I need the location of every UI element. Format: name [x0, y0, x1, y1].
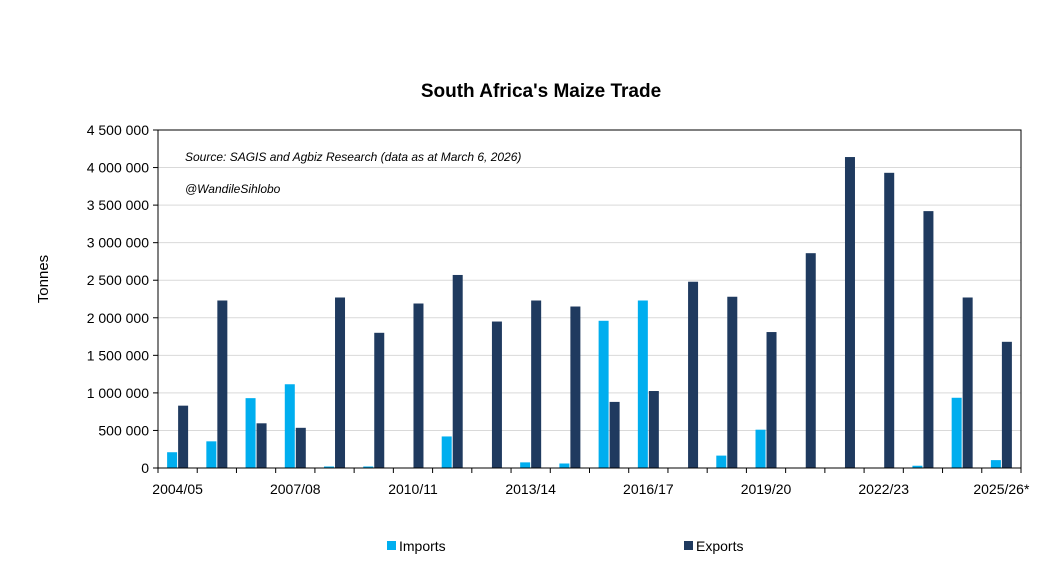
- bar-imports-201415: [559, 463, 570, 468]
- x-tick-label: 2019/20: [741, 481, 792, 497]
- bar-imports-200405: [167, 452, 178, 468]
- bar-exports-200607: [256, 423, 267, 468]
- y-tick-label: 0: [141, 460, 149, 476]
- bar-imports-200910: [363, 466, 374, 468]
- y-tick-label: 1 500 000: [87, 347, 149, 363]
- bar-exports-202324: [923, 211, 934, 468]
- bar-imports-201920: [755, 429, 766, 468]
- bar-exports-201112: [452, 274, 463, 468]
- x-axis-ticks: 2004/05 2007/08 2010/11 2013/14 2016/17 2019/…: [152, 468, 1030, 497]
- bar-imports-201314: [520, 462, 531, 468]
- y-tick-label: 2 500 000: [87, 272, 149, 288]
- x-tick-label: 2004/05: [152, 481, 203, 497]
- bar-imports-201617: [637, 300, 648, 468]
- bars-group: [167, 157, 1012, 469]
- y-tick-label: 4 500 000: [87, 122, 149, 138]
- bar-imports-200506: [206, 441, 217, 468]
- gridlines: [158, 167, 1021, 431]
- bar-imports-200809: [324, 466, 335, 468]
- bar-imports-201516: [598, 320, 609, 468]
- bar-imports-202425: [951, 397, 962, 468]
- bar-exports-201415: [570, 306, 581, 468]
- x-tick-label: 2025/26*: [973, 481, 1030, 497]
- bar-imports-201112: [441, 436, 452, 468]
- bar-exports-202122: [844, 157, 855, 469]
- y-tick-label: 500 000: [98, 422, 149, 438]
- bar-imports-202324: [912, 465, 923, 468]
- bar-exports-200405: [178, 405, 189, 468]
- legend-label-imports: Imports: [399, 538, 446, 554]
- y-tick-label: 3 000 000: [87, 235, 149, 251]
- bar-exports-201011: [413, 303, 424, 468]
- x-tick-label: 2010/11: [388, 481, 438, 497]
- bar-exports-201819: [727, 296, 738, 468]
- legend: Imports Exports: [387, 538, 743, 554]
- y-tick-label: 2 000 000: [87, 310, 149, 326]
- bar-exports-201718: [688, 281, 699, 468]
- source-annotation: Source: SAGIS and Agbiz Research (data a…: [185, 150, 521, 164]
- y-axis-ticks: 0 500 000 1 000 000 1 500 000 2 000 000 2 500…: [87, 122, 158, 476]
- bar-exports-200708: [295, 427, 306, 468]
- bar-exports-201516: [609, 401, 620, 468]
- x-tick-label: 2016/17: [623, 481, 674, 497]
- legend-swatch-imports: [387, 541, 396, 550]
- x-tick-label: 2007/08: [270, 481, 321, 497]
- bar-exports-202021: [805, 253, 816, 468]
- bar-exports-200809: [335, 297, 346, 468]
- bar-imports-200607: [245, 398, 256, 468]
- bar-exports-202223: [884, 172, 895, 468]
- bar-imports-202526: [990, 460, 1001, 468]
- bar-imports-201819: [716, 455, 727, 468]
- bar-exports-201617: [648, 391, 659, 468]
- bar-exports-202526: [1001, 341, 1012, 468]
- x-tick-label: 2013/14: [505, 481, 556, 497]
- y-tick-label: 1 000 000: [87, 385, 149, 401]
- bar-exports-200910: [374, 332, 385, 468]
- bar-exports-201920: [766, 332, 777, 468]
- y-tick-label: 4 000 000: [87, 160, 149, 176]
- twitter-handle-annotation: @WandileSihlobo: [185, 182, 281, 196]
- x-tick-label: 2022/23: [858, 481, 909, 497]
- bar-exports-200506: [217, 300, 228, 468]
- y-tick-label: 3 500 000: [87, 197, 149, 213]
- bar-imports-200708: [284, 384, 295, 468]
- legend-swatch-exports: [684, 541, 693, 550]
- y-axis-label: Tonnes: [35, 255, 52, 303]
- chart-title: South Africa's Maize Trade: [421, 81, 661, 102]
- bar-exports-201314: [531, 300, 542, 468]
- bar-exports-201213: [491, 321, 502, 468]
- bar-exports-202425: [962, 297, 973, 468]
- legend-label-exports: Exports: [696, 538, 743, 554]
